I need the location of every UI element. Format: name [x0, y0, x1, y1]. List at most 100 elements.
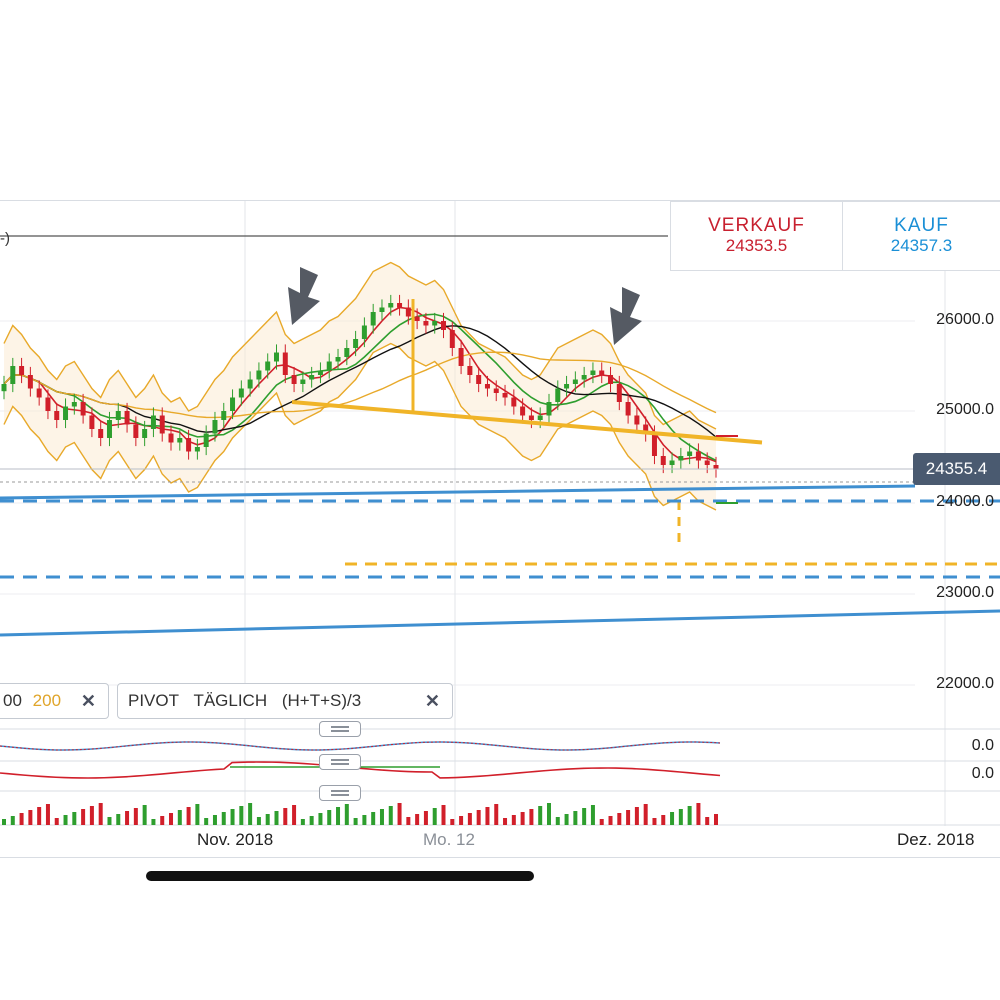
candle-body — [634, 415, 640, 425]
candle-body — [590, 370, 596, 375]
candle-body — [660, 456, 666, 465]
candle-body — [186, 438, 192, 452]
candle-body — [713, 465, 719, 470]
volume-bar — [239, 806, 244, 825]
volume-bar — [670, 812, 675, 825]
candle-body — [388, 303, 394, 308]
candle-body — [212, 420, 218, 434]
volume-bar — [687, 806, 692, 825]
y-tick-label: 24000.0 — [936, 493, 994, 510]
volume-bar — [388, 806, 393, 825]
volume-bar — [353, 818, 358, 825]
candle-body — [467, 366, 473, 375]
candle-body — [449, 330, 455, 348]
candle-body — [19, 366, 25, 375]
candle-body — [616, 384, 622, 402]
candle-body — [45, 397, 51, 411]
close-icon[interactable]: ✕ — [80, 691, 96, 711]
candle-body — [432, 321, 438, 326]
volume-bar — [116, 814, 121, 825]
volume-bar — [327, 810, 332, 825]
candle-body — [678, 456, 684, 461]
support-line — [291, 400, 763, 445]
volume-bar — [546, 803, 551, 825]
volume-bar — [371, 812, 376, 825]
volume-bar — [617, 813, 622, 825]
candle-body — [203, 433, 209, 447]
volume-bar — [212, 815, 217, 825]
candle-body — [608, 375, 614, 384]
volume-bar — [485, 807, 490, 825]
oscillator-1-signal — [0, 741, 721, 751]
candle-body — [98, 429, 104, 438]
candle-body — [273, 352, 279, 362]
candle-body — [10, 366, 16, 384]
candle-body — [493, 388, 499, 393]
candle-body — [572, 379, 578, 384]
volume-bar — [309, 816, 314, 825]
candle-body — [484, 384, 490, 389]
volume-bar — [292, 805, 297, 825]
drag-handle-icon[interactable] — [319, 754, 361, 770]
candle-body — [546, 402, 552, 416]
home-indicator[interactable] — [146, 871, 534, 881]
volume-bar — [652, 818, 657, 825]
drag-handle-icon[interactable] — [319, 785, 361, 801]
current-price-tag: 24355.4 — [913, 453, 1000, 485]
volume-bar — [450, 819, 455, 825]
candle-body — [115, 411, 121, 420]
candle-body — [423, 321, 429, 326]
candle-body — [361, 325, 367, 339]
bollinger-fill — [4, 262, 716, 510]
volume-bar — [186, 807, 191, 825]
volume-bar — [415, 814, 420, 825]
buy-button[interactable]: KAUF 24357.3 — [842, 201, 1000, 271]
candle-body — [317, 370, 323, 375]
pivot-label: PIVOT — [128, 691, 180, 710]
volume-bar — [467, 813, 472, 825]
volume-bar — [195, 804, 200, 825]
pivot-chip[interactable]: PIVOT TÄGLICH (H+T+S)/3 ✕ — [117, 683, 453, 719]
volume-bar — [476, 810, 481, 825]
candle-body — [581, 375, 587, 380]
drag-handle-icon[interactable] — [319, 721, 361, 737]
sell-button[interactable]: VERKAUF 24353.5 — [670, 201, 843, 271]
volume-bar — [81, 809, 86, 825]
chart-area[interactable] — [0, 200, 1000, 858]
volume-bar — [678, 809, 683, 825]
candle-body — [704, 460, 710, 465]
candle-body — [441, 321, 447, 330]
volume-bar — [573, 811, 578, 825]
y-tick-label: 26000.0 — [936, 311, 994, 328]
volume-bar — [318, 813, 323, 825]
close-icon[interactable]: ✕ — [424, 691, 440, 711]
candle-body — [124, 411, 130, 425]
volume-bar — [626, 810, 631, 825]
volume-bar — [503, 818, 508, 825]
candle-body — [397, 303, 403, 308]
candle-body — [599, 370, 605, 375]
candle-body — [309, 375, 315, 380]
candle-body — [555, 388, 561, 402]
trend-line — [0, 609, 1000, 637]
volume-bar — [177, 810, 182, 825]
volume-bar — [300, 819, 305, 825]
candle-body — [458, 348, 464, 366]
trend-line — [0, 484, 916, 500]
candle-body — [520, 406, 526, 416]
pivot-mode: TÄGLICH — [193, 691, 268, 710]
candle-body — [335, 357, 341, 362]
volume-bar — [511, 815, 516, 825]
volume-bar — [599, 819, 604, 825]
y-tick-label: 23000.0 — [936, 584, 994, 601]
candle-body — [54, 411, 60, 420]
moving-average-chip[interactable]: 00 200 ✕ — [0, 683, 109, 719]
volume-bar — [529, 809, 534, 825]
x-axis-label: Dez. 2018 — [897, 830, 975, 849]
volume-bar — [72, 812, 77, 825]
volume-bar — [459, 816, 464, 825]
volume-bar — [125, 811, 130, 825]
candle-body — [256, 370, 262, 380]
price-chart[interactable] — [0, 201, 1000, 857]
volume-bar — [248, 803, 253, 825]
